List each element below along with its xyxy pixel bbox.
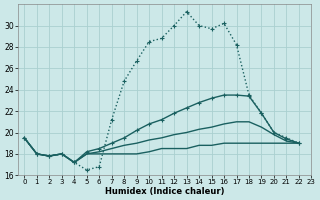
X-axis label: Humidex (Indice chaleur): Humidex (Indice chaleur) bbox=[105, 187, 225, 196]
